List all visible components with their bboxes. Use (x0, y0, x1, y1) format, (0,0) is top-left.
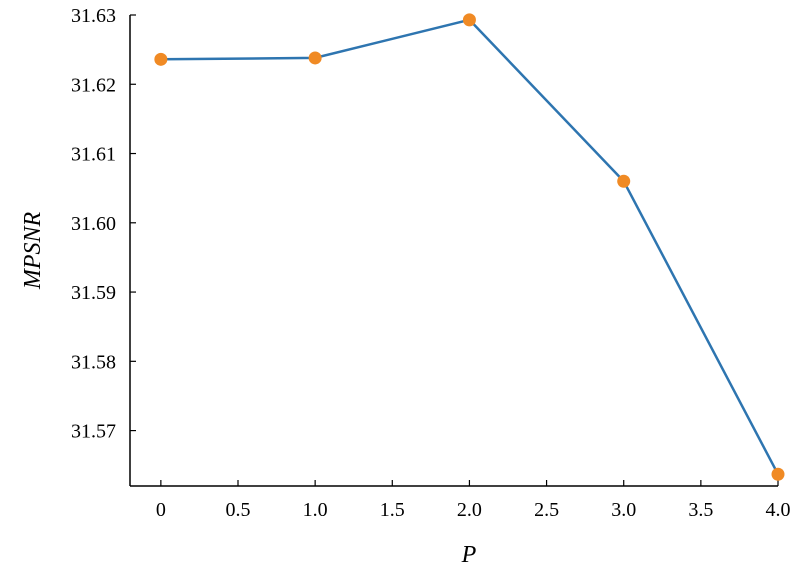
x-axis-title: P (461, 542, 477, 568)
x-tick-label: 3.0 (611, 499, 636, 521)
x-tick-label: 1.0 (303, 499, 328, 521)
y-tick-label: 31.59 (71, 282, 116, 304)
x-tick-label: 3.5 (688, 499, 713, 521)
y-tick-label: 31.62 (71, 74, 116, 96)
y-axis-title: MPSNR (20, 212, 46, 291)
x-tick-label: 0.5 (226, 499, 251, 521)
data-point (617, 174, 631, 188)
y-axis-ticks: 31.57 31.58 31.59 31.60 31.61 31.62 31.63 (71, 5, 136, 443)
y-tick-label: 31.60 (71, 213, 116, 235)
plot-frame (129, 15, 778, 487)
x-tick-label: 2.5 (534, 499, 559, 521)
x-axis-ticks: 0 0.5 1.0 1.5 2.0 2.5 3.0 3.5 4.0 (156, 480, 791, 521)
y-tick-label: 31.57 (71, 421, 116, 443)
x-tick-label: 1.5 (380, 499, 405, 521)
data-point (154, 52, 168, 66)
series-layer (154, 13, 785, 481)
x-tick-label: 2.0 (457, 499, 482, 521)
data-point (462, 13, 476, 27)
data-point (771, 467, 785, 481)
x-tick-label: 4.0 (766, 499, 791, 521)
y-tick-label: 31.58 (71, 351, 116, 373)
y-tick-label: 31.63 (71, 5, 116, 27)
data-point (308, 51, 322, 65)
y-tick-label: 31.61 (71, 144, 116, 166)
x-tick-label: 0 (156, 499, 166, 521)
series-line (160, 18, 780, 475)
